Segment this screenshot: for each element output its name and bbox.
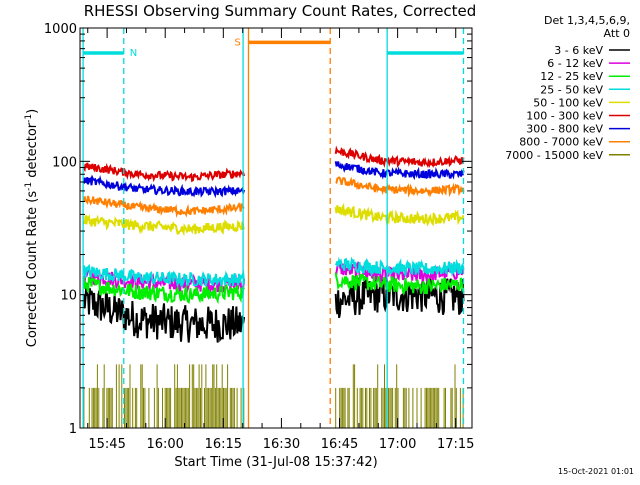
series-4-segment-0	[82, 213, 246, 237]
series-3-segment-1	[334, 256, 465, 279]
series-3	[82, 256, 465, 289]
y-axis-label-mid: detector	[25, 122, 40, 182]
chart-title: RHESSI Observing Summary Count Rates, Co…	[84, 2, 477, 20]
x-tick-label-3: 16:30	[263, 437, 300, 452]
y-axis-label-end: )	[25, 109, 40, 114]
series-8	[83, 364, 464, 428]
legend-header-1: Att 0	[604, 27, 630, 40]
series-6	[82, 161, 465, 199]
flag-label-0: N	[130, 48, 137, 59]
series-7-segment-1	[335, 176, 465, 198]
series-1-segment-0	[82, 267, 246, 294]
x-axis-label: Start Time (31-Jul-08 15:37:42)	[174, 455, 377, 470]
legend-label-6: 300 - 800 keV	[526, 123, 603, 136]
y-axis-label-main: Corrected Count Rate (s	[25, 191, 40, 348]
legend-label-3: 25 - 50 keV	[540, 83, 603, 96]
series-0-segment-0	[82, 282, 246, 343]
series-6-segment-1	[334, 161, 465, 181]
x-tick-label-1: 16:00	[146, 437, 183, 452]
series-8-segment-1	[335, 364, 464, 428]
x-tick-label-4: 16:45	[321, 437, 358, 452]
y-tick-label-3: 1000	[44, 22, 77, 37]
x-tick-label-0: 15:45	[88, 437, 125, 452]
series-7-segment-0	[82, 195, 245, 218]
markers-layer: NS	[82, 28, 465, 428]
series-4	[82, 202, 465, 237]
legend-label-7: 800 - 7000 keV	[519, 136, 603, 149]
legend-label-4: 50 - 100 keV	[533, 96, 603, 109]
axes-layer: 1 10 100 1000 15:45 16:00 16:15 16:30 16:45 17:00…	[44, 22, 475, 452]
series-6-segment-0	[82, 174, 246, 199]
legend-label-2: 12 - 25 keV	[540, 70, 603, 83]
x-tick-label-5: 17:00	[379, 437, 416, 452]
series-7	[82, 176, 465, 218]
series-5-segment-0	[83, 162, 246, 183]
series-5-segment-1	[334, 145, 465, 169]
legend-label-8: 7000 - 15000 keV	[505, 149, 603, 162]
plot-frame	[79, 27, 473, 429]
legend-header-0: Det 1,3,4,5,6,9,	[544, 14, 630, 27]
series-8-segment-0	[83, 364, 245, 428]
y-tick-label-1: 10	[60, 289, 77, 304]
x-tick-label-6: 17:15	[437, 437, 474, 452]
y-axis-label-sup2: -1	[24, 114, 34, 123]
timestamp: 15-Oct-2021 01:01	[558, 467, 634, 476]
y-tick-label-0: 1	[69, 422, 77, 437]
series-5	[83, 145, 465, 183]
y-axis-label: Corrected Count Rate (s-1 detector-1)	[24, 109, 40, 347]
x-tick-label-2: 16:15	[205, 437, 242, 452]
series-0-segment-1	[334, 276, 465, 319]
series-0	[82, 276, 465, 343]
series-2-segment-1	[334, 272, 465, 296]
series-layer	[82, 145, 465, 428]
series-2	[82, 272, 465, 305]
series-4-segment-1	[334, 202, 465, 227]
flag-label-1: S	[234, 37, 240, 48]
legend-label-5: 100 - 300 keV	[526, 110, 603, 123]
series-2-segment-0	[82, 275, 245, 305]
y-axis-label-sup1: -1	[24, 182, 34, 191]
legend-label-0: 3 - 6 keV	[554, 44, 603, 57]
y-tick-label-2: 100	[52, 155, 77, 170]
series-3-segment-0	[82, 263, 246, 289]
legend-label-1: 6 - 12 keV	[547, 57, 603, 70]
